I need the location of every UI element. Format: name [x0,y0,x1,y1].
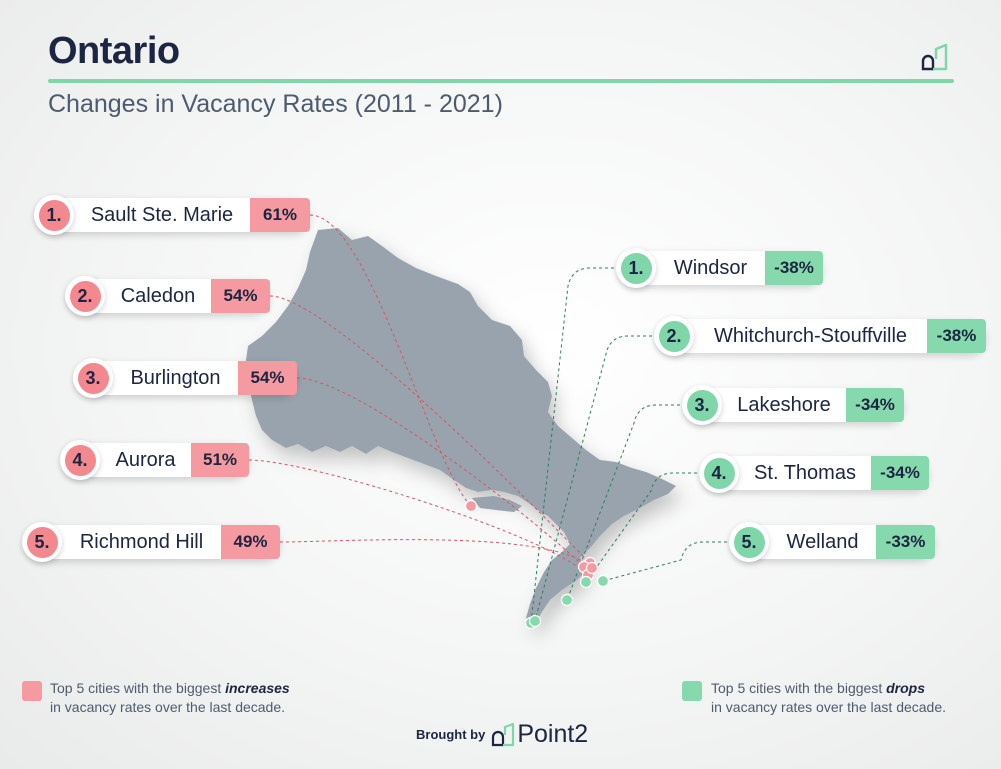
city-name: Windsor [673,257,748,279]
vacancy-change-value: 54% [238,361,297,395]
vacancy-change-value: 54% [211,279,270,313]
inc-city-label-richmond-hill: Richmond Hill 49% 5. [22,522,280,562]
inc-city-label-aurora: Aurora 51% 4. [60,440,249,480]
dec-city-marker-whitchurch-stouffville [528,614,542,628]
city-name: Richmond Hill [79,531,204,553]
inc-city-label-burlington: Burlington 54% 3. [73,358,297,398]
dec-leader-line-whitchurch-stouffville [534,335,658,622]
vacancy-change-value: -34% [871,456,929,490]
inc-leader-line-richmond-hill [279,539,593,569]
legend-increases: Top 5 cities with the biggest increases … [22,679,352,721]
city-name: Burlington [130,367,221,389]
legend-swatch-increase [22,681,42,701]
rank-badge: 2. [654,316,694,356]
city-name: Aurora [115,449,176,471]
rank-badge: 1. [616,248,656,288]
rank-number: 5. [733,526,765,558]
rank-number: 3. [77,362,109,394]
inc-leader-line-caledon [269,295,591,564]
title-divider [48,79,954,83]
rank-badge: 4. [60,440,100,480]
dec-city-marker-welland [596,574,610,588]
vacancy-change-value: -33% [876,525,935,559]
dec-city-marker-lakeshore [560,593,574,607]
vacancy-change-value: 61% [250,198,310,232]
vacancy-change-value: 51% [191,443,249,477]
vacancy-change-value: 49% [221,525,280,559]
rank-number: 3. [686,389,718,421]
brand-name: Point2 [517,719,589,748]
rank-number: 2. [69,280,101,312]
dec-leader-line-windsor [530,267,620,624]
brought-by-label: Brought by [416,726,486,742]
point2-logo-icon [492,722,515,747]
dec-city-label-whitchurch-stouffville: Whitchurch-Stouffville -38% 2. [654,316,986,356]
dec-city-label-welland: Welland -33% 5. [729,522,935,562]
dec-leader-line-welland [602,541,733,582]
point2-logo-icon [921,43,948,71]
rank-badge: 5. [22,522,62,562]
rank-badge: 3. [682,385,722,425]
rank-badge: 5. [729,522,769,562]
rank-number: 2. [658,320,690,352]
manitoulin-island [472,496,522,512]
legend-drops: Top 5 cities with the biggest drops in v… [682,679,982,721]
dec-city-label-st-thomas: St. Thomas -34% 4. [699,453,929,493]
legend-drop-emphasis: drops [886,680,925,696]
ontario-landmass [246,228,676,626]
rank-badge: 2. [65,276,105,316]
vacancy-change-value: -34% [846,388,904,422]
city-name: Whitchurch-Stouffville [713,325,908,347]
legend-increase-text: Top 5 cities with the biggest [50,680,226,696]
rank-badge: 1. [34,195,74,235]
rank-badge: 3. [73,358,113,398]
vacancy-change-value: -38% [765,251,823,285]
legend-drop-line2: in vacancy rates over the last decade. [711,699,947,715]
inc-leader-line-aurora [248,459,589,576]
vacancy-change-value: -38% [927,319,986,353]
inc-city-marker-sault-ste-marie [464,499,478,513]
legend-drop-text: Top 5 cities with the biggest [711,680,887,696]
dec-city-marker-st-thomas [579,575,593,589]
rank-number: 1. [38,199,70,231]
dec-leader-line-lakeshore [566,404,686,601]
footer-credit: Brought by Point2 [416,718,588,750]
rank-number: 4. [703,457,735,489]
rank-number: 4. [64,444,96,476]
legend-swatch-drop [682,681,702,701]
dec-city-label-windsor: Windsor -38% 1. [616,248,823,288]
inc-leader-line-burlington [296,377,585,568]
rank-number: 1. [620,252,652,284]
rank-number: 5. [26,526,58,558]
rank-badge: 4. [699,453,739,493]
dec-city-label-lakeshore: Lakeshore -34% 3. [682,385,904,425]
city-name: Welland [786,531,859,553]
inc-city-label-caledon: Caledon 54% 2. [65,276,270,316]
inc-city-label-sault-ste-marie: Sault Ste. Marie 61% 1. [34,195,310,235]
city-name: St. Thomas [754,462,856,484]
city-name: Sault Ste. Marie [90,204,234,226]
page-subtitle: Changes in Vacancy Rates (2011 - 2021) [48,90,503,118]
page-title: Ontario [48,30,180,72]
inc-leader-line-sault-ste-marie [309,214,472,507]
dec-leader-line-st-thomas [585,472,703,583]
city-name: Lakeshore [737,394,831,416]
inc-city-marker-richmond-hill [585,561,599,575]
legend-increase-emphasis: increases [225,680,290,696]
city-name: Caledon [120,285,196,307]
legend-increase-line2: in vacancy rates over the last decade. [50,699,286,715]
